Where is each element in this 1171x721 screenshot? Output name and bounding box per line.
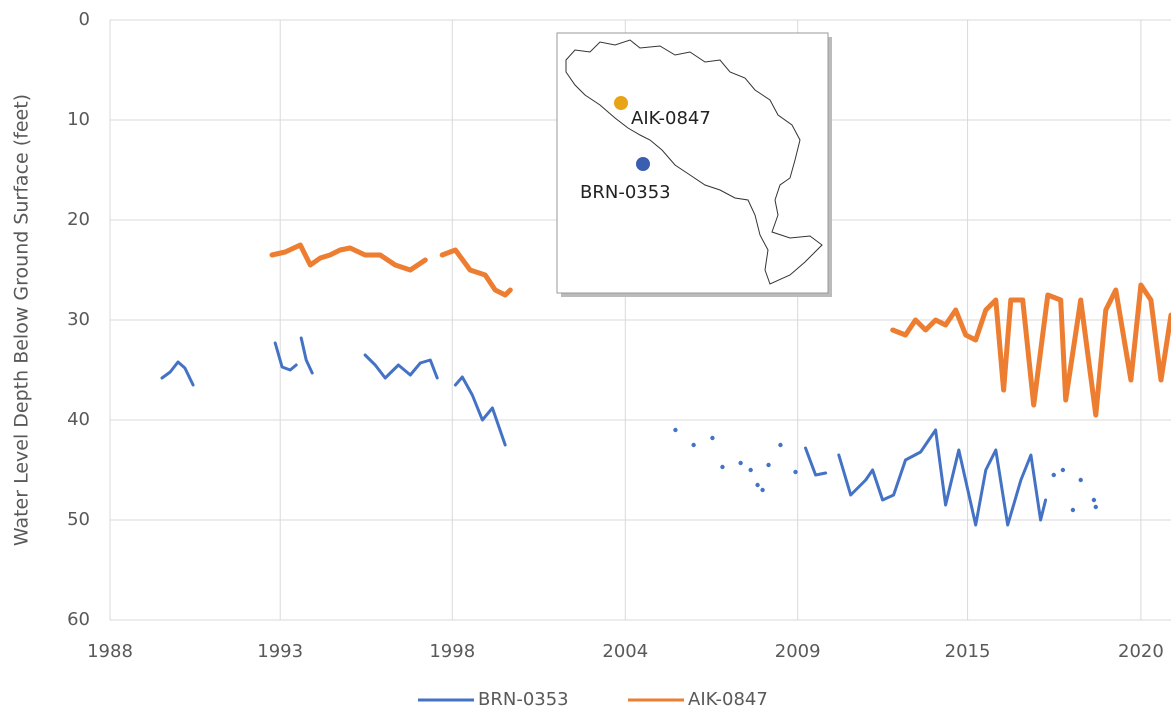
well-marker [614,96,628,110]
data-point [1078,477,1083,483]
series-line [269,242,428,273]
plot-area: 0 10 20 30 40 50 60 1988 1993 1998 2004 2009 2015 202… [67,9,1171,662]
series-line [363,353,439,380]
x-tick-label: 1998 [429,641,475,662]
y-axis-label: Water Level Depth Below Ground Surface (… [11,94,33,546]
x-tick-label: 2020 [1118,641,1164,662]
y-tick-label: 20 [67,209,90,230]
data-point [1091,497,1097,503]
data-point [1093,504,1098,510]
y-tick-label: 50 [67,509,90,530]
data-point [1051,472,1056,478]
series-line [160,360,195,387]
series-line [273,341,298,372]
inset-map: AIK-0847 BRN-0353 [556,32,832,297]
data-point [720,464,725,470]
y-tick-label: 40 [67,409,90,430]
series-line [804,446,828,477]
inset-label: BRN-0353 [580,182,671,203]
x-tick-label: 2004 [602,641,648,662]
series-line [890,282,1171,418]
legend-label: BRN-0353 [478,689,569,710]
data-point [760,487,765,493]
legend-label: AIK-0847 [688,689,768,710]
y-tick-label: 0 [79,9,90,30]
data-point [1060,467,1066,473]
data-point [778,442,783,448]
series-line [299,336,314,375]
series-line [439,247,513,298]
data-point [738,460,743,466]
data-point [766,462,771,468]
data-point [793,469,798,475]
data-point [673,427,678,433]
well-marker [636,157,650,171]
data-point [1070,507,1076,513]
watershed-outline [565,39,823,285]
y-tick-label: 60 [67,609,90,630]
series-line [453,375,507,447]
x-tick-label: 2009 [775,641,821,662]
y-tick-label: 10 [67,109,90,130]
inset-frame [556,32,829,294]
y-tick-label: 30 [67,309,90,330]
inset-label: AIK-0847 [631,108,711,129]
series-line [837,428,1048,527]
data-point [710,435,715,441]
x-tick-label: 1993 [257,641,303,662]
data-point [748,467,753,473]
data-point [755,482,760,488]
data-point [691,442,696,448]
x-tick-label: 1988 [87,641,133,662]
legend: BRN-0353 AIK-0847 [418,689,768,710]
x-tick-label: 2015 [945,641,991,662]
